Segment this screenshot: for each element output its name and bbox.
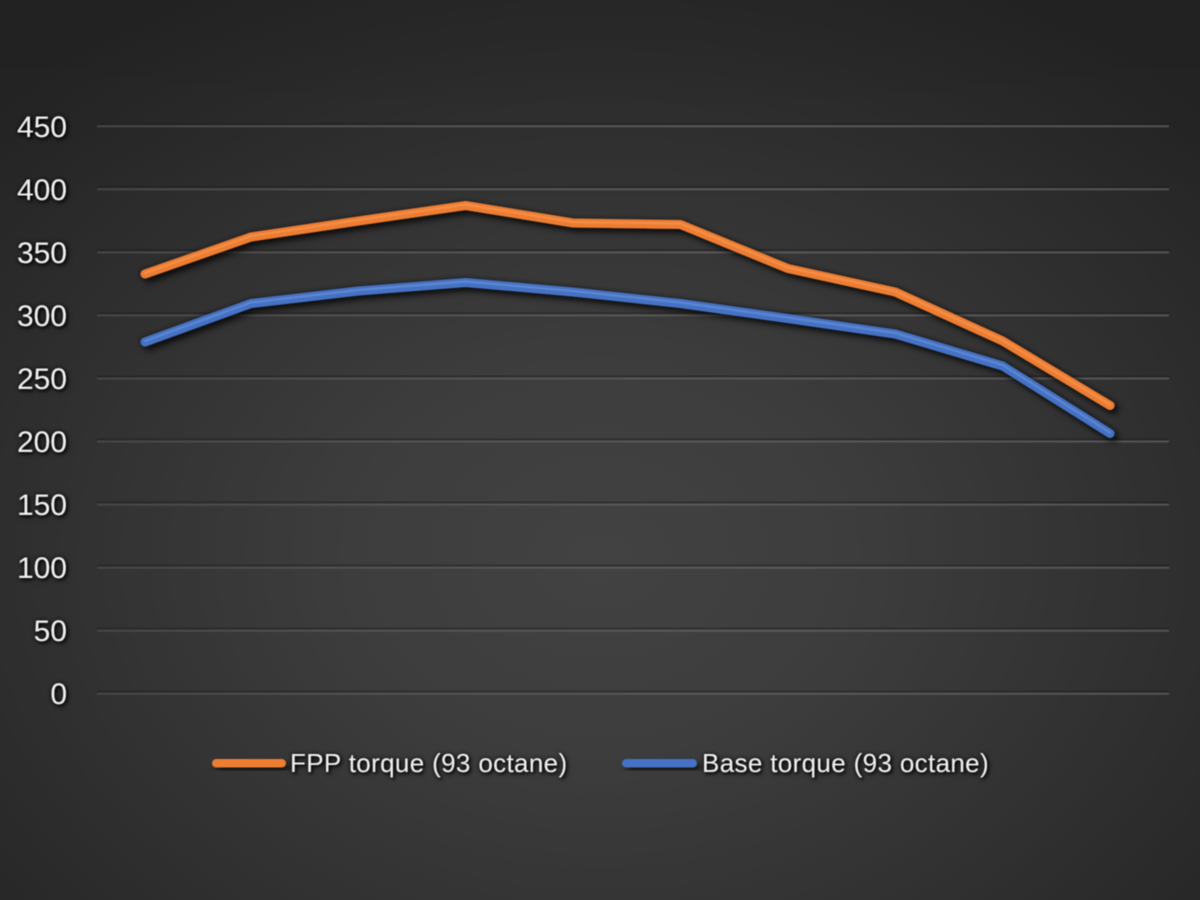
svg-text:200: 200: [17, 426, 67, 459]
svg-text:250: 250: [17, 363, 67, 396]
svg-text:100: 100: [17, 552, 67, 585]
svg-text:350: 350: [17, 237, 67, 270]
svg-text:400: 400: [17, 174, 67, 207]
svg-text:300: 300: [17, 300, 67, 333]
svg-text:FPP torque (93 octane): FPP torque (93 octane): [290, 748, 568, 778]
svg-text:450: 450: [17, 111, 67, 144]
svg-text:Base torque (93 octane): Base torque (93 octane): [702, 748, 989, 778]
svg-text:50: 50: [34, 615, 67, 648]
svg-text:150: 150: [17, 489, 67, 522]
svg-text:0: 0: [50, 678, 67, 711]
